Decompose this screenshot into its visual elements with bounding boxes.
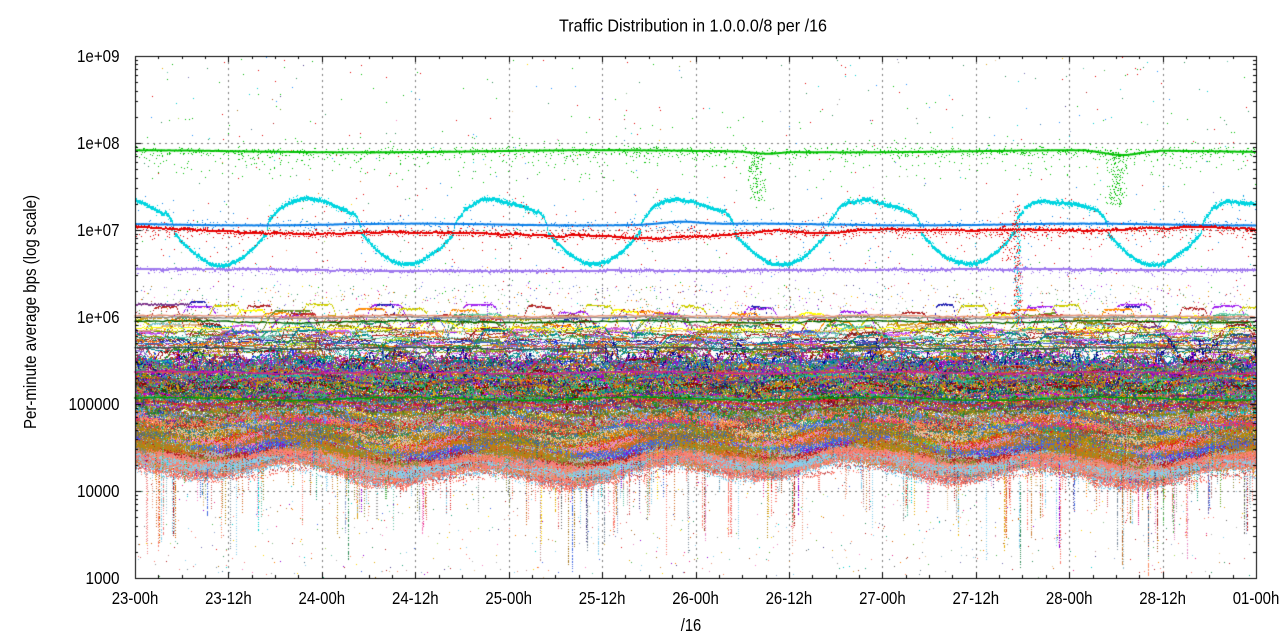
svg-text:25-00h: 25-00h — [485, 588, 532, 608]
svg-text:Traffic Distribution in 1.0.0.: Traffic Distribution in 1.0.0.0/8 per /1… — [559, 16, 827, 36]
svg-text:01-00h: 01-00h — [1233, 588, 1280, 608]
svg-text:26-00h: 26-00h — [672, 588, 719, 608]
svg-text:23-12h: 23-12h — [205, 588, 252, 608]
svg-text:27-12h: 27-12h — [953, 588, 1000, 608]
svg-text:Per-minute average bps (log sc: Per-minute average bps (log scale) — [20, 195, 40, 429]
svg-text:24-00h: 24-00h — [299, 588, 346, 608]
svg-text:1e+09: 1e+09 — [77, 46, 120, 66]
svg-text:27-00h: 27-00h — [859, 588, 906, 608]
svg-text:1e+06: 1e+06 — [77, 307, 120, 327]
svg-text:28-00h: 28-00h — [1046, 588, 1093, 608]
svg-text:25-12h: 25-12h — [579, 588, 626, 608]
svg-text:1e+08: 1e+08 — [77, 133, 120, 153]
svg-text:26-12h: 26-12h — [766, 588, 813, 608]
svg-text:1000: 1000 — [86, 568, 120, 588]
svg-text:28-12h: 28-12h — [1139, 588, 1186, 608]
svg-text:24-12h: 24-12h — [392, 588, 439, 608]
svg-text:100000: 100000 — [69, 394, 120, 414]
svg-text:23-00h: 23-00h — [112, 588, 159, 608]
svg-text:/16: /16 — [681, 615, 702, 635]
svg-text:10000: 10000 — [77, 481, 120, 501]
svg-text:1e+07: 1e+07 — [77, 220, 120, 240]
